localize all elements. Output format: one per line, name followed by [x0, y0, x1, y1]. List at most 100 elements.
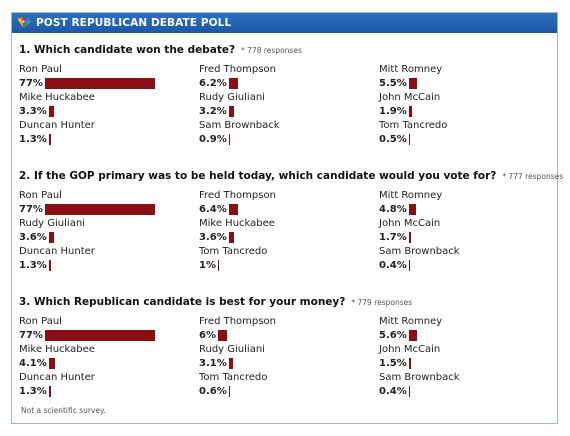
response-count: * 779 responses	[351, 298, 413, 307]
candidate-name: Mitt Romney	[379, 190, 443, 201]
candidate-percent: 3.6%	[199, 232, 227, 243]
candidate-result: Mike Huckabee 3.6%	[199, 218, 374, 244]
candidate-result: Duncan Hunter 1.3%	[19, 372, 194, 398]
result-bar	[408, 358, 411, 369]
candidate-result: Tom Tancredo 0.6%	[199, 372, 374, 398]
candidate-result: Duncan Hunter 1.3%	[19, 120, 194, 146]
candidate-percent: 0.6%	[199, 386, 227, 397]
candidate-name: Mike Huckabee	[19, 344, 95, 355]
result-bar	[48, 260, 51, 271]
poll-question: 1. Which candidate won the debate? * 778 …	[19, 43, 549, 145]
question-title: 3. Which Republican candidate is best fo…	[19, 295, 549, 309]
candidate-percent: 77%	[19, 78, 43, 89]
disclaimer: Not a scientific survey.	[21, 406, 106, 415]
poll-header: POST REPUBLICAN DEBATE POLL	[12, 13, 557, 33]
candidate-result: Fred Thompson 6%	[199, 316, 374, 342]
candidate-result: Mike Huckabee 4.1%	[19, 344, 194, 370]
candidate-percent: 1.3%	[19, 386, 47, 397]
candidate-percent: 77%	[19, 330, 43, 341]
result-bar	[408, 106, 412, 117]
candidate-result: John McCain 1.7%	[379, 218, 554, 244]
result-bar	[48, 134, 51, 145]
candidate-percent: 77%	[19, 204, 43, 215]
candidate-result: John McCain 1.5%	[379, 344, 554, 370]
question-text: 2. If the GOP primary was to be held tod…	[19, 170, 497, 182]
candidate-name: Duncan Hunter	[19, 120, 95, 131]
candidate-result: John McCain 1.9%	[379, 92, 554, 118]
question-title: 2. If the GOP primary was to be held tod…	[19, 169, 563, 183]
question-text: 1. Which candidate won the debate?	[19, 44, 236, 56]
candidate-percent: 1.5%	[379, 358, 407, 369]
candidate-percent: 0.4%	[379, 260, 407, 271]
question-title: 1. Which candidate won the debate? * 778 …	[19, 43, 549, 57]
candidate-percent: 1%	[199, 260, 216, 271]
candidate-result: Mike Huckabee 3.3%	[19, 92, 194, 118]
result-bar	[408, 330, 417, 341]
result-bar	[48, 232, 54, 243]
result-bar	[408, 386, 410, 397]
result-bar	[48, 358, 55, 369]
result-bar	[408, 78, 417, 89]
candidate-result: Duncan Hunter 1.3%	[19, 246, 194, 272]
candidate-result: Tom Tancredo 1%	[199, 246, 374, 272]
candidate-name: Tom Tancredo	[199, 372, 268, 383]
candidate-result: Ron Paul 77%	[19, 316, 194, 342]
candidate-name: Duncan Hunter	[19, 246, 95, 257]
result-bar	[408, 260, 410, 271]
result-bar	[228, 232, 234, 243]
candidate-name: Tom Tancredo	[199, 246, 268, 257]
candidate-name: Sam Brownback	[379, 372, 460, 383]
result-bar	[228, 106, 234, 117]
candidate-name: Ron Paul	[19, 190, 62, 201]
candidate-result: Rudy Giuliani 3.6%	[19, 218, 194, 244]
candidate-name: Mike Huckabee	[199, 218, 275, 229]
candidate-percent: 1.3%	[19, 260, 47, 271]
candidate-percent: 6.4%	[199, 204, 227, 215]
candidate-percent: 6.2%	[199, 78, 227, 89]
results-grid: Ron Paul 77% Fred Thompson 6.2% Mitt Romney 5…	[19, 64, 549, 145]
result-bar	[228, 204, 238, 215]
poll-widget: POST REPUBLICAN DEBATE POLL 1. Which can…	[11, 12, 563, 424]
candidate-result: Fred Thompson 6.4%	[199, 190, 374, 216]
candidate-result: Rudy Giuliani 3.1%	[199, 344, 374, 370]
candidate-result: Tom Tancredo 0.5%	[379, 120, 554, 146]
poll-title: POST REPUBLICAN DEBATE POLL	[36, 17, 232, 29]
response-count: * 777 responses	[502, 172, 564, 181]
result-bar	[228, 78, 238, 89]
candidate-name: John McCain	[379, 92, 441, 103]
candidate-name: John McCain	[379, 344, 441, 355]
candidate-percent: 4.8%	[379, 204, 407, 215]
candidate-name: Duncan Hunter	[19, 372, 95, 383]
candidate-percent: 1.7%	[379, 232, 407, 243]
result-bar	[48, 106, 54, 117]
question-text: 3. Which Republican candidate is best fo…	[19, 296, 346, 308]
candidate-percent: 3.2%	[199, 106, 227, 117]
candidate-name: Ron Paul	[19, 64, 62, 75]
candidate-result: Fred Thompson 6.2%	[199, 64, 374, 90]
candidate-result: Sam Brownback 0.4%	[379, 372, 554, 398]
result-bar	[228, 386, 230, 397]
result-bar	[48, 386, 51, 397]
candidate-percent: 1.9%	[379, 106, 407, 117]
candidate-name: Fred Thompson	[199, 190, 276, 201]
result-bar	[228, 358, 233, 369]
poll-question: 3. Which Republican candidate is best fo…	[19, 295, 549, 397]
result-bar	[44, 330, 155, 341]
candidate-name: Sam Brownback	[379, 246, 460, 257]
result-bar	[408, 134, 410, 145]
candidate-name: Fred Thompson	[199, 316, 276, 327]
result-bar	[408, 204, 416, 215]
candidate-name: Mitt Romney	[379, 316, 443, 327]
candidate-name: Mitt Romney	[379, 64, 443, 75]
candidate-result: Sam Brownback 0.9%	[199, 120, 374, 146]
poll-question: 2. If the GOP primary was to be held tod…	[19, 169, 563, 271]
result-bar	[217, 330, 227, 341]
candidate-percent: 5.5%	[379, 78, 407, 89]
candidate-result: Mitt Romney 5.6%	[379, 316, 554, 342]
candidate-name: Tom Tancredo	[379, 120, 448, 131]
result-bar	[408, 232, 411, 243]
candidate-result: Mitt Romney 4.8%	[379, 190, 554, 216]
candidate-percent: 0.9%	[199, 134, 227, 145]
candidate-percent: 3.6%	[19, 232, 47, 243]
candidate-name: Sam Brownback	[199, 120, 280, 131]
